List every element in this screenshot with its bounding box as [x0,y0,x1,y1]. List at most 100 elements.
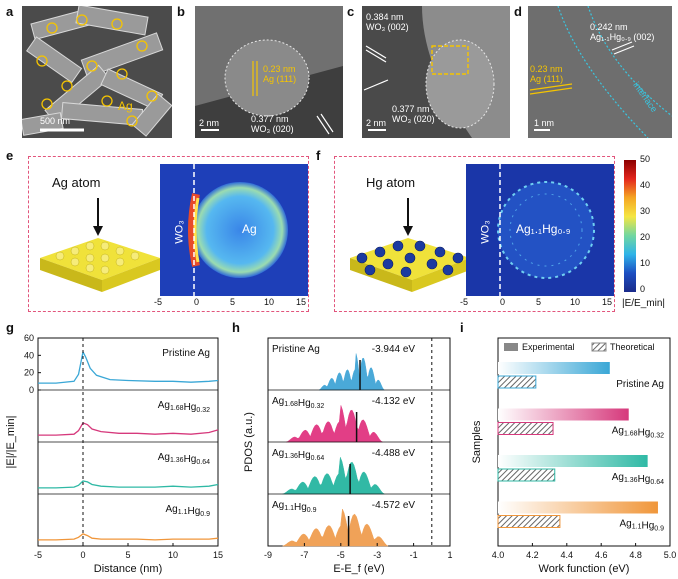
chart-i-xtick-label: 5.0 [664,550,677,560]
chart-h-xtick-label: -9 [264,550,272,560]
chart-h-pdos: Pristine Ag -3.944 eV Ag1.68Hg0.32 -4.132 e… [243,337,453,575]
ag-slab-model [40,198,160,292]
colorbar-label: |E/E_min| [622,298,665,309]
chart-i-legend-theo: Theoretical [610,342,655,352]
hg-slab-model [350,198,470,292]
sem-scale-bar: 500 nm [40,116,71,126]
chart-i-xtick-label: 4.8 [629,550,642,560]
chart-g-series-line [38,480,219,489]
ag-region-label: Ag [242,222,257,236]
tem-image-d: 0.242 nm Ag₁.₁Hg₀.₉ (002) 0.23 nm Ag (11… [528,6,672,138]
chart-i-bar-experimental [498,362,610,374]
field-axis-f: -5 0 5 10 15 [460,297,613,307]
chart-g-series-line [38,533,219,541]
panel-b-letter: b [177,4,185,19]
tem-image-c: 0.384 nm WO₃ (002) 0.377 nm WO₃ (020) 2 … [362,6,510,138]
tem-d-scale: 1 nm [534,118,555,128]
chart-g-ytick-label: 20 [24,368,34,378]
tem-b-texture [195,6,343,138]
chart-i-category-label: Ag1.1Hg0.9 [620,519,665,533]
sem-label-ag: Ag [118,99,133,113]
chart-i-bar-theoretical [497,515,561,528]
tem-b-spacing-wo3: 0.377 nm [251,114,289,124]
tem-image-b: 0.23 nm Ag (111) 0.377 nm WO₃ (020) 2 nm [195,6,343,138]
chart-g-efield-profile: Pristine Ag Ag1.68Hg0.32 Ag1.36Hg0.64 Ag1.1… [5,333,223,575]
chart-i-category-label: Ag1.36Hg0.64 [612,472,664,486]
chart-g-series-line [38,422,219,436]
chart-g-series-line [38,349,219,384]
chart-i-category-label: Pristine Ag [616,379,664,390]
arrow-down-icon [93,226,103,236]
colorbar [624,160,636,292]
sem-image-ag: Ag 500 nm [22,6,172,138]
panel-f-box [334,156,615,312]
chart-i-ylabel: Samples [471,420,483,463]
tem-b-plane-ag: Ag (111) [263,74,297,84]
tem-c-plane-020: WO₃ (020) [392,114,435,124]
chart-i-xtick-label: 4.0 [492,550,505,560]
chart-i-bar-experimental [498,501,658,514]
tem-c-plane-002: WO₃ (002) [366,22,409,32]
chart-g-ylabel: |E|/|E_min| [5,415,17,468]
tem-c-scale: 2 nm [366,118,387,128]
chart-h-series-label: Ag1.36Hg0.64 [272,448,324,462]
tem-d-plane-ag: Ag (111) [530,74,564,84]
chart-h-xtick-label: -1 [410,550,418,560]
chart-i-xtick-label: 4.2 [526,550,539,560]
arrow-down-icon [403,226,413,236]
panel-e-box [28,156,309,312]
tem-d-texture [528,6,672,138]
chart-i-bar-theoretical [497,375,537,389]
chart-g-series-label: Ag1.36Hg0.64 [158,452,210,466]
chart-i-bar-theoretical [497,468,556,482]
chart-h-center-value: -4.488 eV [372,448,416,459]
tem-d-spacing-ag: 0.23 nm [530,64,563,74]
chart-g-xtick-label: 10 [168,550,178,560]
wo3-label-f: WO₃ [479,220,492,244]
chart-g-xtick-label: -5 [34,550,42,560]
hg-atom-label: Hg atom [366,175,416,190]
chart-i-category-label: Ag1.68Hg0.32 [612,426,664,440]
chart-i-bar-theoretical [497,422,554,435]
tem-b-spacing-ag: 0.23 nm [263,64,296,74]
sem-rods [22,6,172,138]
chart-g-ytick-label: 0 [29,385,34,395]
chart-h-xtick-label: -7 [300,550,308,560]
chart-g-ytick-label: 60 [24,333,34,343]
panel-d-letter: d [514,4,522,19]
chart-i-xlabel: Work function (eV) [539,563,630,575]
chart-i-bar-experimental [498,408,629,421]
chart-i-legend-swatch-theo [591,342,607,352]
tem-c-texture [362,6,510,138]
chart-i-legend-exp: Experimental [522,342,575,352]
chart-h-xtick-label: 1 [447,550,452,560]
chart-h-dos-area [282,457,386,495]
chart-i-legend-swatch-exp [504,343,518,351]
panel-c-letter: c [347,4,355,19]
chart-i-xtick-label: 4.4 [561,550,574,560]
ag-atom-label: Ag atom [52,175,101,190]
chart-g-xtick-label: 5 [125,550,130,560]
chart-h-dos-area [318,353,386,391]
wo3-label-e: WO₃ [173,220,186,244]
chart-g-xtick-label: 0 [80,550,85,560]
field-map-alloy [466,164,614,296]
chart-g-series-label: Pristine Ag [162,348,210,359]
tem-d-spacing-alloy: 0.242 nm [590,22,628,32]
chart-h-series-label: Pristine Ag [272,344,320,355]
chart-h-dos-area [286,405,384,443]
chart-h-series-label: Ag1.68Hg0.32 [272,396,324,410]
panel-h-letter: h [232,320,240,335]
tem-b-plane-wo3: WO₃ (020) [251,124,294,134]
chart-h-series-label: Ag1.1Hg0.9 [272,500,317,514]
chart-g-series-label: Ag1.1Hg0.9 [166,504,211,518]
chart-h-center-value: -4.132 eV [372,396,416,407]
panel-i-letter: i [460,320,464,335]
field-map-ag [160,164,308,296]
alloy-region-label: Ag₁.₁Hg₀.₉ [516,222,571,236]
panel-e-letter: e [6,148,14,163]
chart-g-ytick-label: 40 [24,350,34,360]
tem-b-scale: 2 nm [199,118,220,128]
tem-d-plane-alloy: Ag₁.₁Hg₀.₉ (002) [590,32,655,42]
panel-f-letter: f [316,148,321,163]
